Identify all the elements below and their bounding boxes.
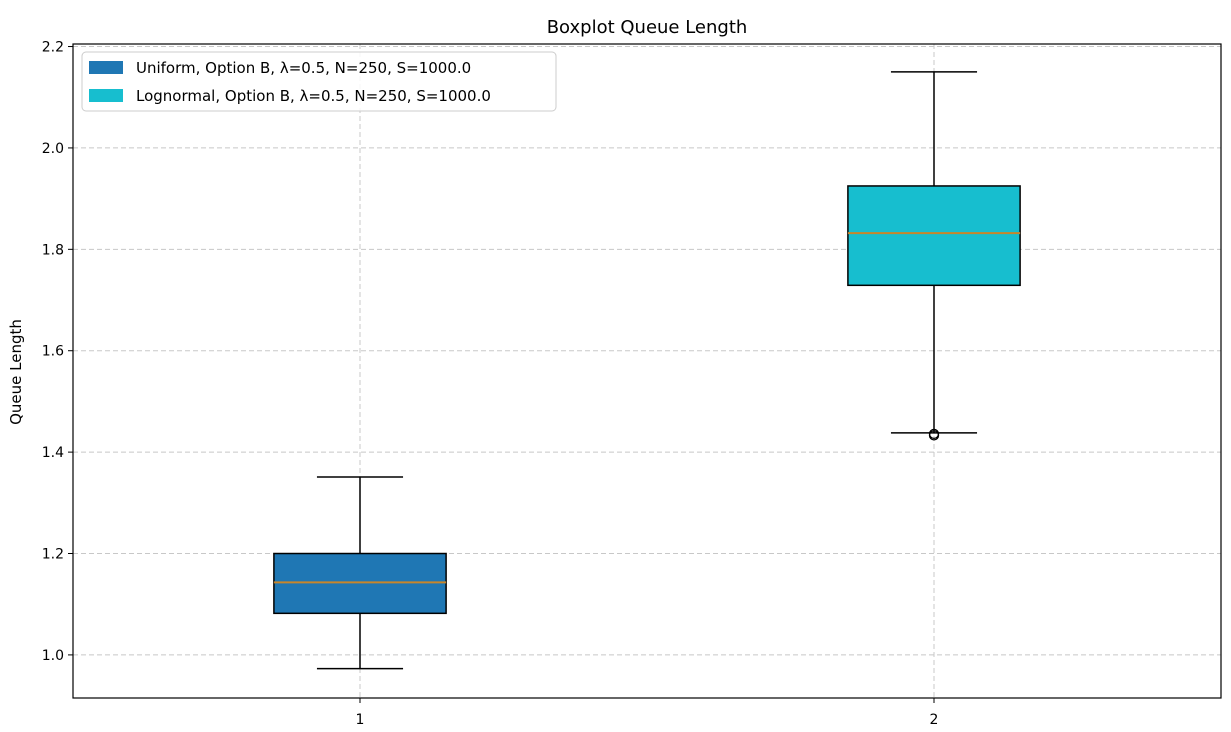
y-axis-label: Queue Length [7, 319, 25, 425]
x-tick-label: 2 [930, 712, 939, 728]
legend-frame [81, 51, 557, 112]
x-tick-label: 1 [356, 712, 365, 728]
iqr-box [847, 185, 1021, 287]
y-tick-label: 1.4 [42, 445, 64, 461]
tick-layer: 1.0 1.2 1.4 1.6 1.8 2.0 2.2 1 2 [42, 40, 939, 728]
legend-swatch [89, 61, 123, 74]
y-tick-label: 1.6 [42, 344, 64, 360]
outlier-point [928, 428, 940, 440]
axes-frame [72, 43, 1222, 699]
y-tick-label: 1.0 [42, 648, 64, 664]
iqr-box [273, 552, 447, 615]
legend-entry: Uniform, Option B, λ=0.5, N=250, S=1000.… [136, 59, 471, 77]
box-layer [273, 71, 1021, 670]
legend-swatch [89, 89, 123, 102]
box-group-1 [273, 476, 447, 670]
y-tick-label: 2.2 [42, 40, 64, 56]
box-group-2 [847, 71, 1021, 441]
chart-title: Boxplot Queue Length [547, 17, 748, 38]
y-tick-label: 1.2 [42, 547, 64, 563]
y-tick-label: 1.8 [42, 242, 64, 258]
legend-entry: Lognormal, Option B, λ=0.5, N=250, S=100… [136, 87, 491, 105]
y-tick-label: 2.0 [42, 141, 64, 157]
grid-lines [73, 44, 1221, 698]
legend: Uniform, Option B, λ=0.5, N=250, S=1000.… [81, 51, 557, 112]
